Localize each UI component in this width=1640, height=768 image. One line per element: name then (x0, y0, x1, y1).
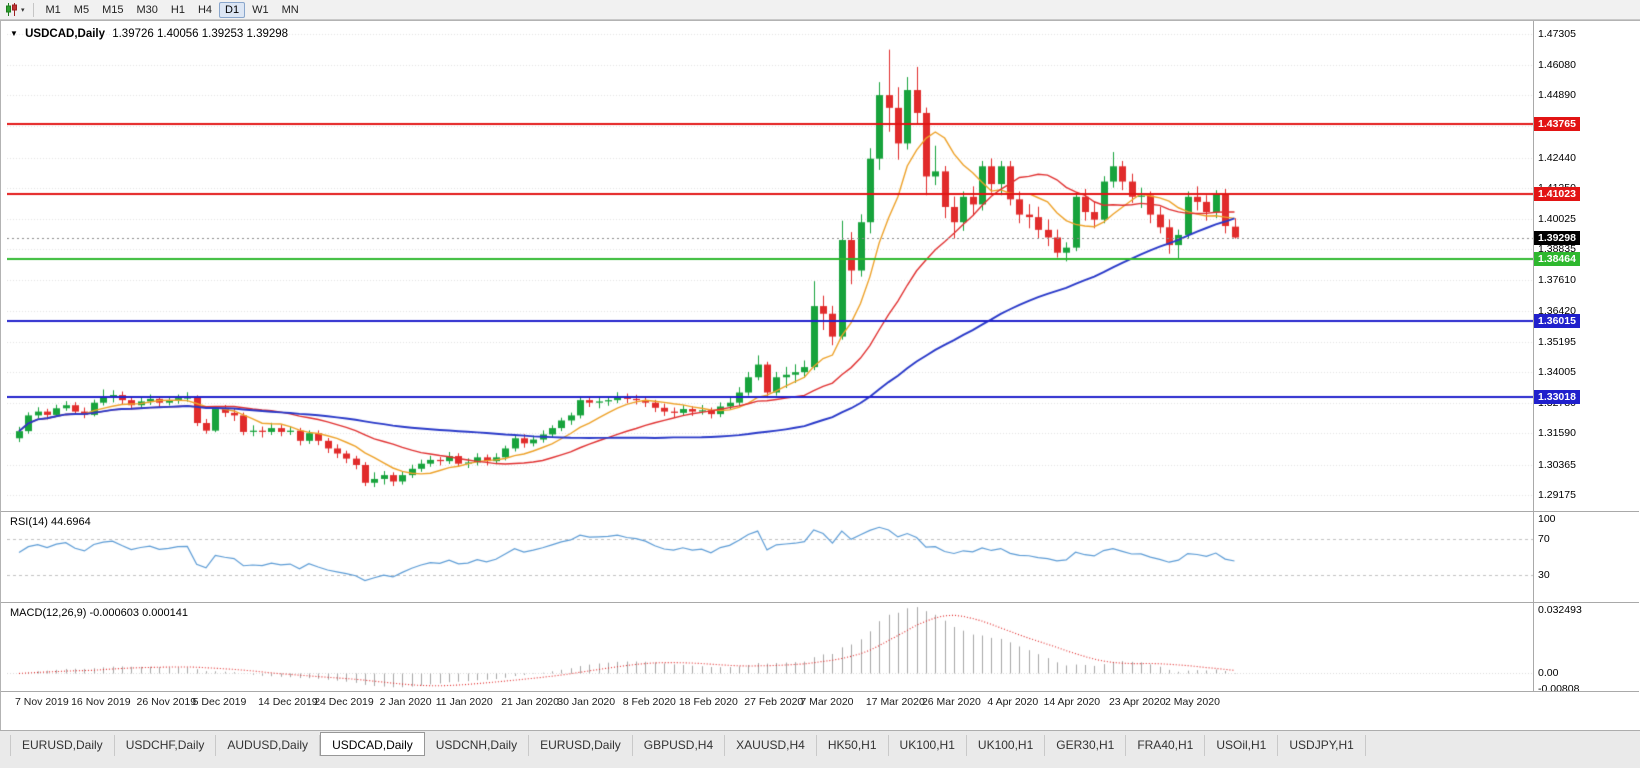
price-axis-separator (1533, 21, 1534, 691)
chart-tab-fra40-h1[interactable]: FRA40,H1 (1126, 735, 1206, 756)
chart-window: ▼ USDCAD,Daily 1.39726 1.40056 1.39253 1… (0, 20, 1640, 730)
date-axis-label: 5 Dec 2019 (192, 696, 247, 708)
hline-price-badge: 1.41023 (1534, 186, 1580, 201)
chart-tab-gbpusd-h4[interactable]: GBPUSD,H4 (633, 735, 726, 756)
pane-separator[interactable] (1, 602, 1639, 603)
price-chart-canvas[interactable] (7, 25, 1533, 511)
date-axis-label: 2 Jan 2020 (379, 696, 432, 708)
date-axis-label: 16 Nov 2019 (71, 696, 131, 708)
date-axis-label: 27 Feb 2020 (744, 696, 804, 708)
chart-tab-usdjpy-h1[interactable]: USDJPY,H1 (1278, 735, 1366, 756)
timeframe-button-d1[interactable]: D1 (219, 1, 246, 18)
date-axis-label: 26 Nov 2019 (136, 696, 197, 708)
timeframe-button-m1[interactable]: M1 (45, 3, 61, 16)
toolbar-separator (32, 2, 34, 17)
timeframe-button-m30[interactable]: M30 (136, 3, 158, 16)
chart-tab-eurusd-daily[interactable]: EURUSD,Daily (10, 735, 115, 756)
timeframe-button-w1[interactable]: W1 (252, 3, 269, 16)
chart-tab-audusd-daily[interactable]: AUDUSD,Daily (216, 735, 321, 756)
date-axis-label: 17 Mar 2020 (865, 696, 925, 708)
timeframe-button-h1[interactable]: H1 (170, 3, 185, 16)
price-scale-label: 1.47305 (1538, 27, 1576, 40)
date-axis-label: 2 May 2020 (1165, 696, 1220, 708)
date-axis-label: 7 Mar 2020 (800, 696, 854, 708)
chart-tab-usdcnh-daily[interactable]: USDCNH,Daily (425, 735, 530, 756)
price-scale-label: 1.40025 (1538, 213, 1576, 226)
date-axis-separator (1, 691, 1639, 692)
chart-tab-xauusd-h4[interactable]: XAUUSD,H4 (725, 735, 817, 756)
hline-price-badge: 1.36015 (1534, 313, 1580, 328)
rsi-scale-label: 100 (1538, 513, 1556, 525)
hline-price-badge: 1.33018 (1534, 390, 1580, 405)
price-scale-label: 1.30365 (1538, 458, 1576, 471)
price-scale-label: 1.46080 (1538, 59, 1576, 72)
chart-tab-hk50-h1[interactable]: HK50,H1 (817, 735, 889, 756)
current-price-badge: 1.39298 (1534, 230, 1580, 245)
chart-tab-uk100-h1[interactable]: UK100,H1 (889, 735, 967, 756)
macd-scale-label: -0.00808 (1538, 683, 1580, 695)
chart-ohlc-values: 1.39726 1.40056 1.39253 1.39298 (112, 28, 289, 40)
date-axis-label: 4 Apr 2020 (987, 696, 1039, 708)
date-axis-label: 7 Nov 2019 (15, 696, 69, 708)
chart-type-dropdown-icon[interactable]: ▾ (21, 6, 25, 14)
date-axis[interactable]: 7 Nov 2019 16 Nov 2019 26 Nov 2019 5 Dec 20… (1, 692, 1639, 730)
chart-tab-usdcad-daily[interactable]: USDCAD,Daily (320, 732, 425, 756)
chart-tab-eurusd-daily[interactable]: EURUSD,Daily (529, 735, 633, 756)
top-toolbar: ▾ M1 M5 M15 M30 H1 H4 D1 W1 MN (0, 0, 1640, 20)
price-scale-label: 1.29175 (1538, 488, 1576, 501)
chart-tab-usdchf-daily[interactable]: USDCHF,Daily (115, 735, 217, 756)
date-axis-label: 30 Jan 2020 (557, 696, 616, 708)
date-axis-label: 14 Dec 2019 (258, 696, 318, 708)
date-axis-label: 21 Jan 2020 (501, 696, 559, 708)
chart-symbol-title: USDCAD,Daily (25, 28, 106, 40)
rsi-indicator-label: RSI(14) 44.6964 (10, 516, 91, 528)
price-scale-label: 1.44890 (1538, 89, 1576, 102)
date-axis-label: 18 Feb 2020 (678, 696, 738, 708)
macd-pane-canvas[interactable] (7, 603, 1533, 691)
rsi-scale-label: 70 (1538, 533, 1550, 545)
price-scale-label: 1.36420 (1538, 304, 1576, 317)
chart-tab-uk100-h1[interactable]: UK100,H1 (967, 735, 1046, 756)
pane-separator[interactable] (1, 511, 1639, 512)
timeframe-button-m15[interactable]: M15 (102, 3, 124, 16)
rsi-pane-canvas[interactable] (7, 512, 1533, 602)
date-axis-label: 24 Dec 2019 (314, 696, 374, 708)
timeframe-button-mn[interactable]: MN (281, 3, 299, 16)
timeframe-button-m5[interactable]: M5 (73, 3, 90, 16)
price-scale-label: 1.35195 (1538, 335, 1576, 348)
price-scale-label: 1.37610 (1538, 274, 1576, 287)
hline-price-badge: 1.43765 (1534, 116, 1580, 131)
timeframe-button-h4[interactable]: H4 (197, 3, 213, 16)
date-axis-label: 11 Jan 2020 (435, 696, 493, 708)
date-axis-label: 14 Apr 2020 (1043, 696, 1101, 708)
chart-tab-usoil-h1[interactable]: USOil,H1 (1205, 735, 1279, 756)
date-axis-label: 26 Mar 2020 (921, 696, 981, 708)
macd-scale-label: 0.00 (1538, 667, 1559, 680)
hline-price-badge: 1.38464 (1534, 251, 1580, 266)
date-axis-label: 8 Feb 2020 (622, 696, 676, 708)
macd-indicator-label: MACD(12,26,9) -0.000603 0.000141 (10, 607, 188, 619)
price-scale-label: 1.31590 (1538, 427, 1576, 440)
timeframe-button-group: M1 M5 M15 M30 H1 H4 D1 W1 MN (40, 1, 305, 18)
chart-tab-ger30-h1[interactable]: GER30,H1 (1045, 735, 1127, 756)
price-axis[interactable]: 1.473051.460801.448901.436901.424401.412… (1534, 21, 1640, 730)
chart-tab-bar: EURUSD,Daily USDCHF,Daily AUDUSD,Daily USDC… (0, 730, 1640, 768)
price-scale-label: 1.34005 (1538, 366, 1576, 379)
macd-scale-label: 0.032493 (1538, 604, 1582, 616)
chart-header: ▼ USDCAD,Daily 1.39726 1.40056 1.39253 1… (10, 28, 288, 40)
date-axis-label: 23 Apr 2020 (1108, 696, 1166, 708)
price-scale-label: 1.42440 (1538, 151, 1576, 164)
chart-type-icon[interactable] (5, 3, 19, 16)
chart-collapse-icon[interactable]: ▼ (10, 29, 18, 38)
rsi-scale-label: 30 (1538, 569, 1550, 581)
